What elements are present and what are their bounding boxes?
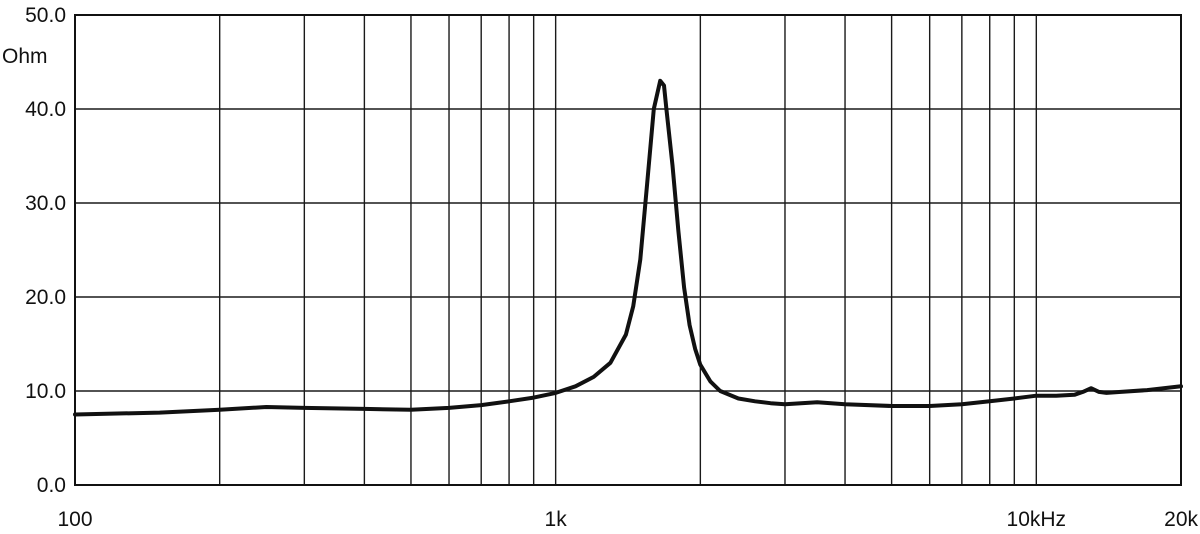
y-unit-label: Ohm <box>2 45 48 68</box>
x-tick-label: 20k <box>1164 508 1198 531</box>
y-tick-label: 50.0 <box>25 4 66 27</box>
y-tick-label: 10.0 <box>25 380 66 403</box>
y-tick-label: 30.0 <box>25 192 66 215</box>
plot-frame <box>74 14 1182 486</box>
x-tick-labels: 100 1k 10kHz 20k <box>57 508 1198 531</box>
y-tick-labels: 0.0 10.0 20.0 30.0 40.0 50.0 <box>25 4 66 497</box>
y-tick-label: 20.0 <box>25 286 66 309</box>
x-tick-label: 100 <box>57 508 92 531</box>
impedance-curve <box>73 78 1183 417</box>
x-tick-label: 10kHz <box>1007 508 1067 531</box>
y-tick-label: 40.0 <box>25 98 66 121</box>
gridlines <box>75 14 1181 486</box>
y-tick-label: 0.0 <box>37 474 66 497</box>
x-tick-label: 1k <box>545 508 568 531</box>
